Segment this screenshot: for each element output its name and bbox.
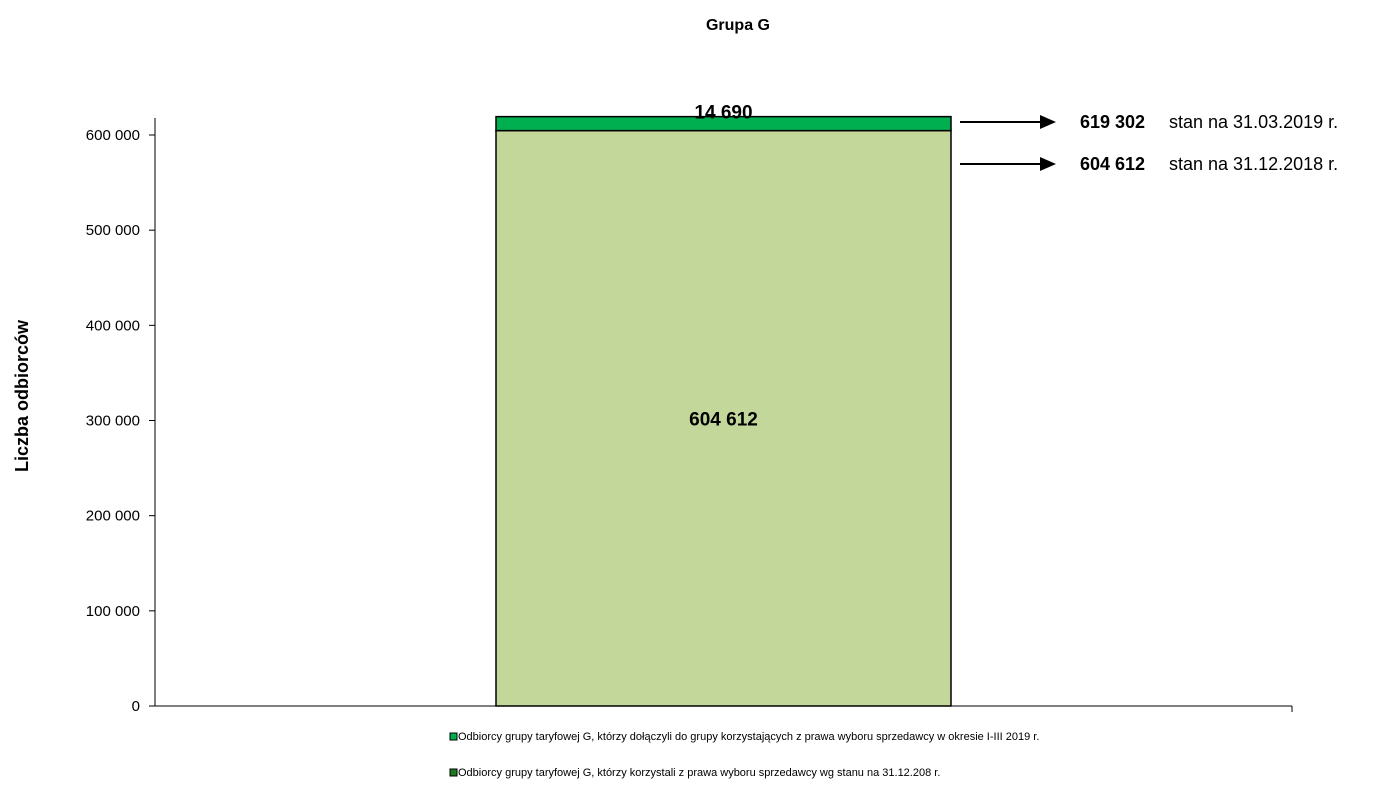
data-label-1: 604 612 [689, 409, 758, 430]
y-tick-label: 0 [132, 698, 140, 715]
y-tick-label: 300 000 [86, 413, 140, 430]
data-labels: 604 612 14 690 [689, 103, 758, 431]
annotation-text: stan na 31.12.2018 r. [1169, 154, 1338, 174]
y-tick-label: 100 000 [86, 603, 140, 620]
y-tick-label: 200 000 [86, 508, 140, 525]
annotations: 619 302 stan na 31.03.2019 r. 604 612 stan … [960, 112, 1338, 174]
annotation-value: 604 612 [1080, 154, 1145, 174]
legend-swatch [449, 732, 458, 741]
y-tick-label: 600 000 [86, 127, 140, 144]
annotation-arrowhead-icon [1040, 115, 1056, 129]
y-tick-label: 500 000 [86, 222, 140, 239]
legend: Odbiorcy grupy taryfowej G, którzy dołąc… [449, 731, 1039, 779]
y-axis-title: Liczba odbiorców [12, 319, 32, 472]
bar-segment-2 [495, 115, 952, 132]
annotation-text: stan na 31.03.2019 r. [1169, 112, 1338, 132]
chart-title: Grupa G [706, 17, 770, 34]
data-label-2: 14 690 [694, 103, 752, 124]
legend-label: Odbiorcy grupy taryfowej G, którzy dołąc… [458, 731, 1039, 743]
legend-label: Odbiorcy grupy taryfowej G, którzy korzy… [458, 767, 940, 779]
bar-segments [495, 115, 1293, 712]
annotation-value: 619 302 [1080, 112, 1145, 132]
annotation-arrowhead-icon [1040, 157, 1056, 171]
legend-swatch [449, 768, 458, 777]
y-axis-ticks: 0 100 000 200 000 300 000 400 000 500 000 600 … [86, 127, 155, 715]
bar-segment-1 [495, 129, 952, 707]
y-tick-label: 400 000 [86, 317, 140, 334]
